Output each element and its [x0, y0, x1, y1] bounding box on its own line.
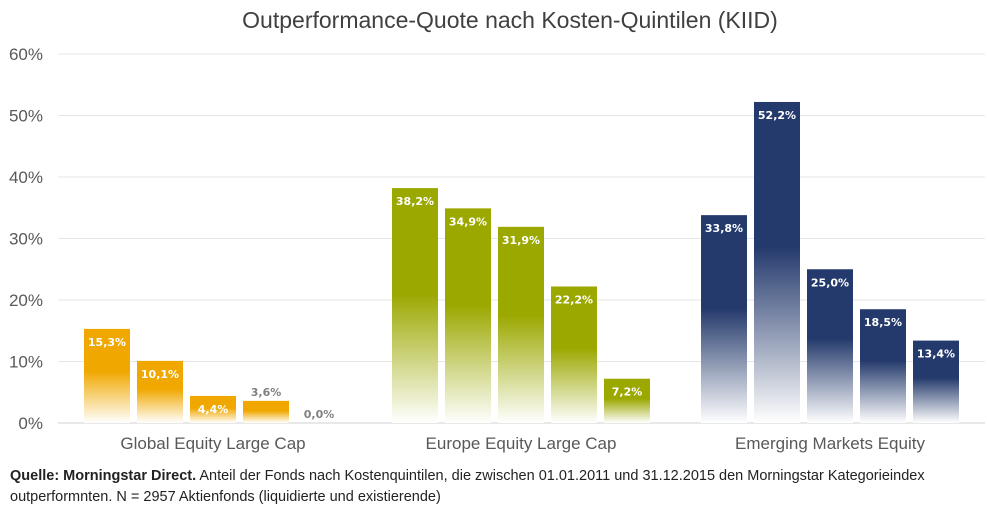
data-label: 31,9% — [502, 234, 540, 247]
bar — [754, 101, 800, 423]
footnote-text: Anteil der Fonds nach Kostenquintilen, d… — [10, 468, 925, 505]
data-label: 18,5% — [864, 316, 902, 329]
y-tick-label: 30% — [9, 230, 43, 249]
data-label: 15,3% — [88, 336, 126, 349]
bar — [190, 395, 236, 423]
y-tick-label: 0% — [18, 414, 43, 433]
data-label: 33,8% — [705, 222, 743, 235]
bar — [701, 215, 747, 423]
y-tick-label: 10% — [9, 353, 43, 372]
bar — [445, 208, 491, 423]
bar — [137, 360, 183, 423]
bar — [498, 226, 544, 423]
category-label: Global Equity Large Cap — [120, 434, 305, 453]
bar — [604, 378, 650, 423]
data-label: 38,2% — [396, 195, 434, 208]
data-label: 7,2% — [612, 386, 643, 399]
chart-title: Outperformance-Quote nach Kosten-Quintil… — [242, 7, 778, 33]
data-label: 4,4% — [198, 403, 229, 416]
bar — [392, 188, 438, 423]
y-tick-label: 50% — [9, 107, 43, 126]
data-label: 3,6% — [251, 386, 282, 399]
chart-footnote: Quelle: Morningstar Direct. Anteil der F… — [10, 466, 970, 508]
bar-chart: Outperformance-Quote nach Kosten-Quintil… — [9, 7, 985, 453]
source-label: Quelle: Morningstar Direct. — [10, 468, 197, 484]
bar — [807, 269, 853, 423]
data-label: 10,1% — [141, 368, 179, 381]
data-label: 25,0% — [811, 276, 849, 289]
y-tick-label: 40% — [9, 168, 43, 187]
y-tick-label: 60% — [9, 45, 43, 64]
bar — [913, 340, 959, 423]
bar — [84, 328, 130, 423]
data-label: 13,4% — [917, 348, 955, 361]
data-label: 0,0% — [304, 408, 335, 421]
category-label: Europe Equity Large Cap — [426, 434, 617, 453]
data-label: 34,9% — [449, 215, 487, 228]
bar — [243, 400, 289, 423]
data-label: 52,2% — [758, 109, 796, 122]
bar — [551, 286, 597, 423]
bar — [860, 309, 906, 423]
y-tick-label: 20% — [9, 291, 43, 310]
category-label: Emerging Markets Equity — [735, 434, 925, 453]
data-label: 22,2% — [555, 293, 593, 306]
